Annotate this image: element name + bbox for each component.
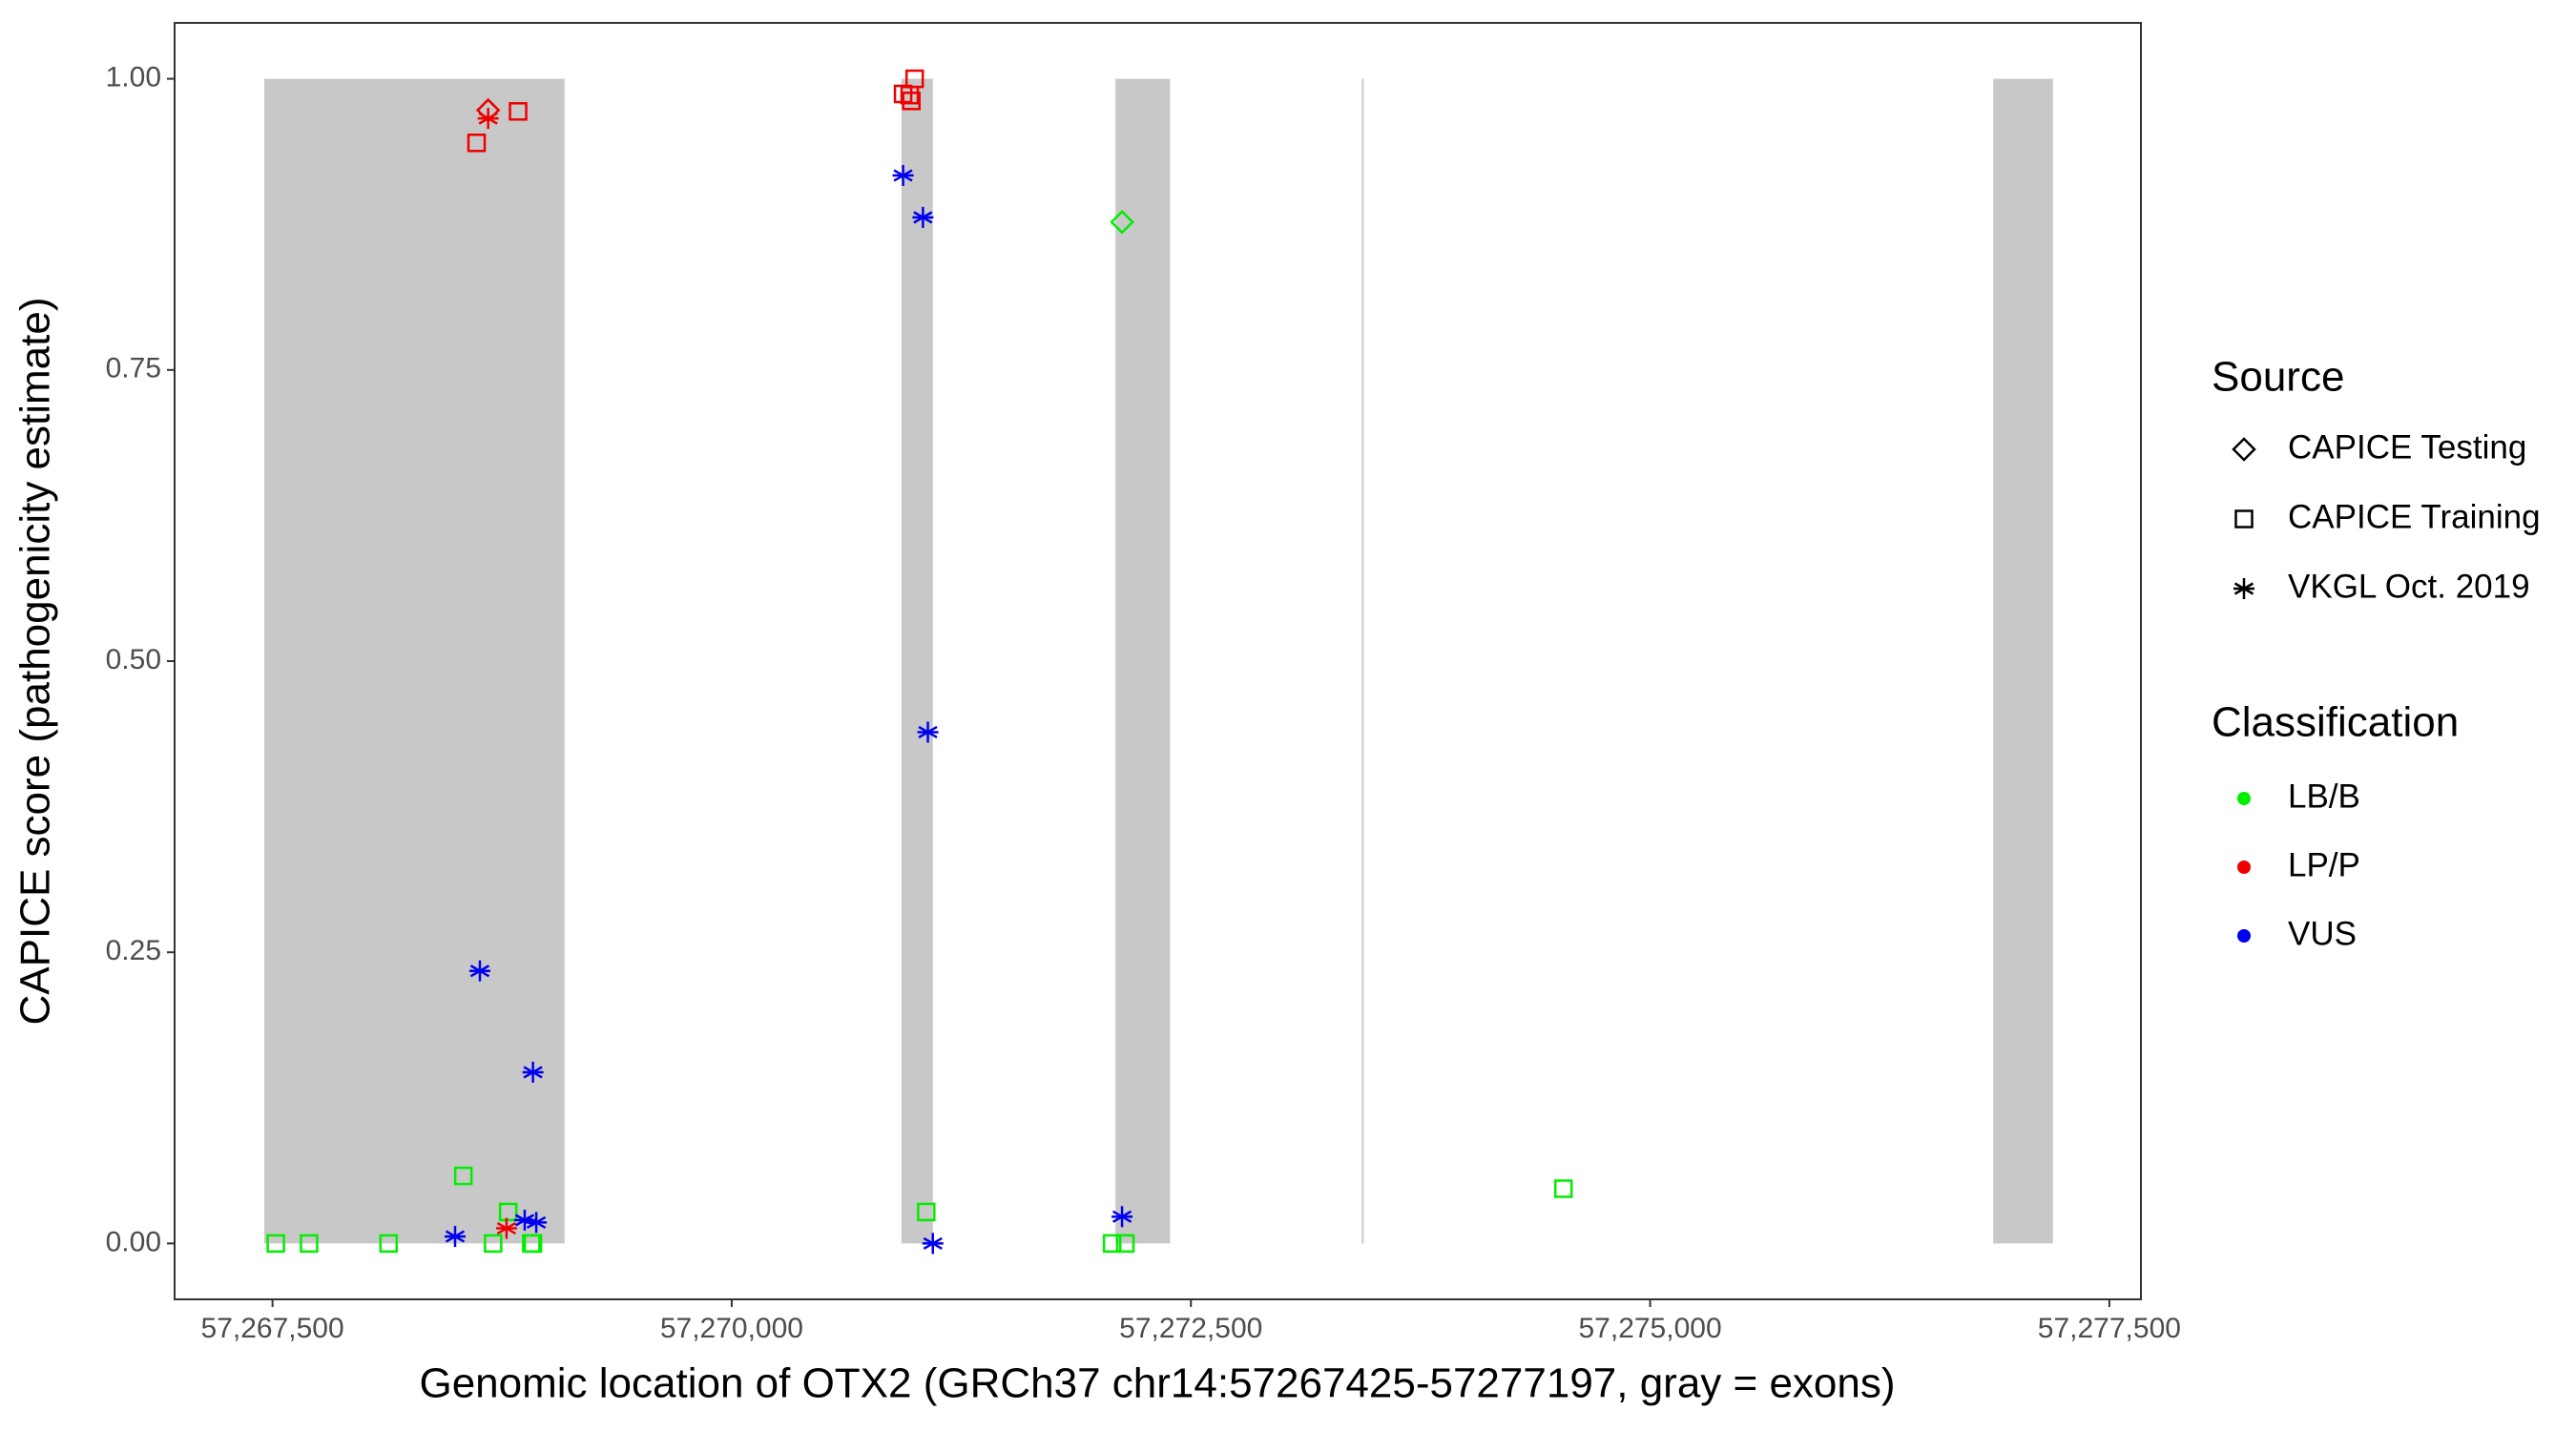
point [1115, 1234, 1135, 1254]
exon [1993, 78, 2053, 1244]
square [902, 92, 921, 111]
legend-key [2234, 509, 2254, 529]
point [477, 108, 499, 130]
square [266, 1234, 285, 1254]
point [467, 133, 487, 153]
legend-title: Source [2212, 354, 2344, 401]
y-tick-label: 0.50 [106, 644, 161, 675]
x-tick-label: 57,277,500 [2038, 1313, 2181, 1344]
square [467, 133, 487, 153]
legend-label: LP/P [2288, 846, 2360, 883]
legend-key [2237, 929, 2251, 943]
exon [901, 78, 933, 1244]
point [444, 1226, 466, 1248]
square [1115, 1234, 1135, 1254]
square [379, 1234, 399, 1254]
legend-label: VKGL Oct. 2019 [2288, 568, 2530, 605]
point [917, 1202, 936, 1222]
x-tick-label: 57,272,500 [1119, 1313, 1262, 1344]
point [495, 1217, 517, 1239]
point [379, 1234, 399, 1254]
x-tick-label: 57,275,000 [1578, 1313, 1721, 1344]
point [300, 1234, 319, 1254]
point [1102, 1234, 1122, 1254]
point [892, 164, 914, 186]
legend-label: VUS [2288, 915, 2357, 952]
exon [1115, 78, 1171, 1244]
square [917, 1202, 936, 1222]
square [484, 1234, 503, 1254]
legend-key [2237, 792, 2251, 805]
point [1553, 1179, 1573, 1198]
x-tick-label: 57,267,500 [201, 1313, 344, 1344]
square [2234, 509, 2254, 529]
point [522, 1061, 544, 1083]
square [523, 1234, 543, 1254]
y-tick-label: 0.00 [106, 1226, 161, 1257]
diamond [1110, 209, 1134, 235]
square [300, 1234, 319, 1254]
point [526, 1212, 548, 1234]
legend-label: CAPICE Testing [2288, 428, 2526, 466]
point [902, 92, 921, 111]
y-tick-label: 1.00 [106, 62, 161, 93]
point [468, 960, 490, 982]
square [1553, 1179, 1573, 1198]
legend-key [2233, 578, 2254, 599]
point [484, 1234, 503, 1254]
legend-key [2232, 437, 2256, 462]
point [498, 1202, 518, 1222]
point [453, 1166, 473, 1186]
legend-key [2237, 861, 2251, 874]
square [904, 69, 924, 89]
point [912, 206, 934, 228]
y-tick-label: 0.25 [106, 935, 161, 966]
point [1111, 1206, 1133, 1228]
square [498, 1202, 518, 1222]
point [1110, 209, 1134, 235]
point [523, 1234, 543, 1254]
exon [263, 78, 565, 1244]
point [509, 102, 528, 121]
legend-label: CAPICE Training [2288, 498, 2541, 535]
x-tick-label: 57,270,000 [660, 1313, 803, 1344]
y-tick-label: 0.75 [106, 353, 161, 384]
y-axis-title: CAPICE score (pathogenicity estimate) [12, 298, 59, 1026]
square [509, 102, 528, 121]
legend-title: Classification [2212, 699, 2459, 746]
square [453, 1166, 473, 1186]
legend-label: LB/B [2288, 778, 2360, 815]
diamond [2232, 437, 2256, 462]
point [917, 721, 939, 743]
point [266, 1234, 285, 1254]
point [904, 69, 924, 89]
square [1102, 1234, 1122, 1254]
exon [1361, 78, 1364, 1244]
point [922, 1233, 944, 1255]
x-axis-title: Genomic location of OTX2 (GRCh37 chr14:5… [419, 1360, 1895, 1407]
